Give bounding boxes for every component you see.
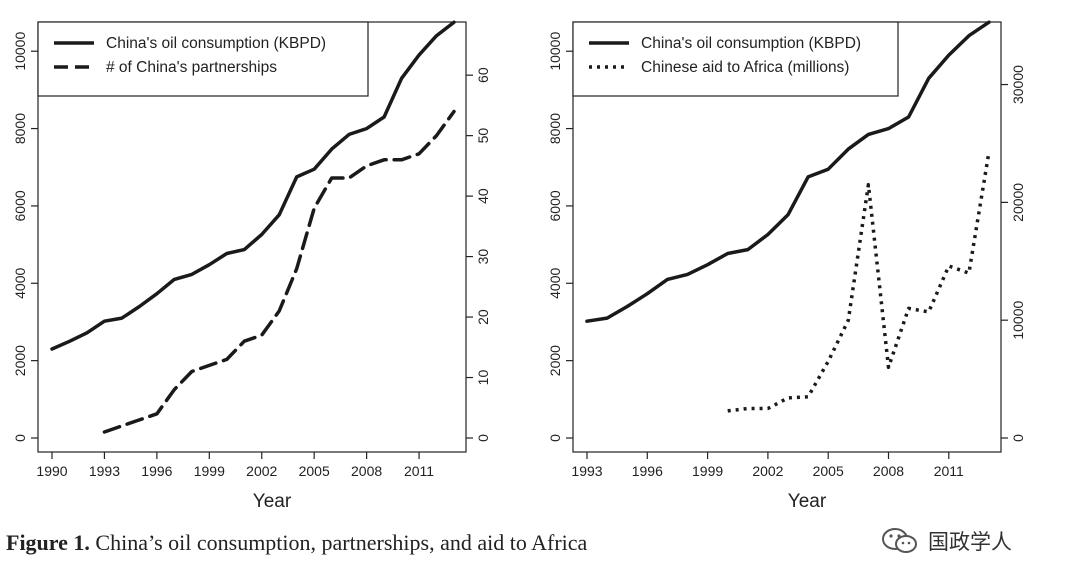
legend-label-2: Chinese aid to Africa (millions) — [641, 59, 849, 76]
y-left-tick-label: 8000 — [547, 113, 563, 144]
x-tick-label: 2011 — [404, 463, 434, 479]
x-tick-label: 2011 — [934, 463, 964, 479]
y-left-tick-label: 0 — [12, 434, 28, 442]
x-tick-label: 2005 — [299, 463, 330, 479]
series-line-1 — [585, 20, 991, 323]
y-right-tick-label: 30 — [475, 249, 491, 265]
y-right-tick-label: 10000 — [1010, 301, 1026, 340]
y-right-tick-label: 40 — [475, 188, 491, 204]
y-left-tick-label: 0 — [547, 434, 563, 442]
x-tick-label: 1996 — [141, 463, 172, 479]
series-line-2 — [727, 151, 991, 413]
y-left-tick-label: 10000 — [12, 32, 28, 71]
x-tick-label: 2005 — [813, 463, 844, 479]
watermark-text: 国政学人 — [928, 530, 1012, 554]
y-right-tick-label: 10 — [475, 370, 491, 386]
x-tick-label: 2002 — [752, 463, 783, 479]
chart-panel-2: 1993 1996 1999 2002 2005 2008 2011 0 2000 4000 600… — [547, 20, 1026, 512]
y-left-tick-label: 10000 — [547, 32, 563, 71]
legend-label-1: China's oil consumption (KBPD) — [641, 35, 861, 52]
figure: 1990 1993 1996 1999 2002 2005 2008 201102000400… — [12, 20, 1026, 512]
y-left-tick-label: 2000 — [12, 345, 28, 376]
y-right-tick-label: 0 — [1010, 434, 1026, 442]
wechat-icon — [882, 528, 917, 553]
legend-label-2: # of China's partnerships — [106, 59, 277, 76]
y-right-tick-label: 20000 — [1010, 183, 1026, 222]
x-tick-label: 1993 — [571, 463, 602, 479]
figure-caption: Figure 1. China’s oil consumption, partn… — [6, 530, 587, 556]
x-tick-label: 2008 — [873, 463, 904, 479]
legend-box — [37, 21, 369, 97]
x-tick-label: 1996 — [632, 463, 663, 479]
series-line-1 — [50, 20, 456, 351]
x-axis-title: Year — [788, 491, 827, 512]
figure-caption-text: China’s oil consumption, partnerships, a… — [89, 530, 588, 555]
y-left-tick-label: 8000 — [12, 113, 28, 144]
y-left-tick-label: 2000 — [547, 345, 563, 376]
x-axis-title: Year — [253, 491, 292, 512]
chart-panel-1: 1990 1993 1996 1999 2002 2005 2008 201102000400… — [12, 20, 491, 512]
legend-box — [572, 21, 899, 97]
series-line-2 — [102, 109, 456, 434]
y-left-tick-label: 6000 — [12, 190, 28, 221]
y-left-tick-label: 4000 — [547, 268, 563, 299]
figure-caption-label: Figure 1. — [6, 530, 90, 555]
x-tick-label: 1990 — [36, 463, 67, 479]
x-tick-label: 1999 — [692, 463, 723, 479]
y-right-tick-label: 20 — [475, 309, 491, 325]
y-left-tick-label: 4000 — [12, 268, 28, 299]
y-right-tick-label: 30000 — [1010, 65, 1026, 104]
x-tick-label: 1993 — [89, 463, 120, 479]
y-right-tick-label: 60 — [475, 67, 491, 83]
x-tick-label: 2008 — [351, 463, 382, 479]
x-tick-label: 1999 — [194, 463, 225, 479]
watermark: 国政学人 — [880, 526, 1012, 556]
legend-label-1: China's oil consumption (KBPD) — [106, 35, 326, 52]
y-left-tick-label: 6000 — [547, 190, 563, 221]
y-right-tick-label: 50 — [475, 128, 491, 144]
x-tick-label: 2002 — [246, 463, 277, 479]
y-right-tick-label: 0 — [475, 434, 491, 442]
